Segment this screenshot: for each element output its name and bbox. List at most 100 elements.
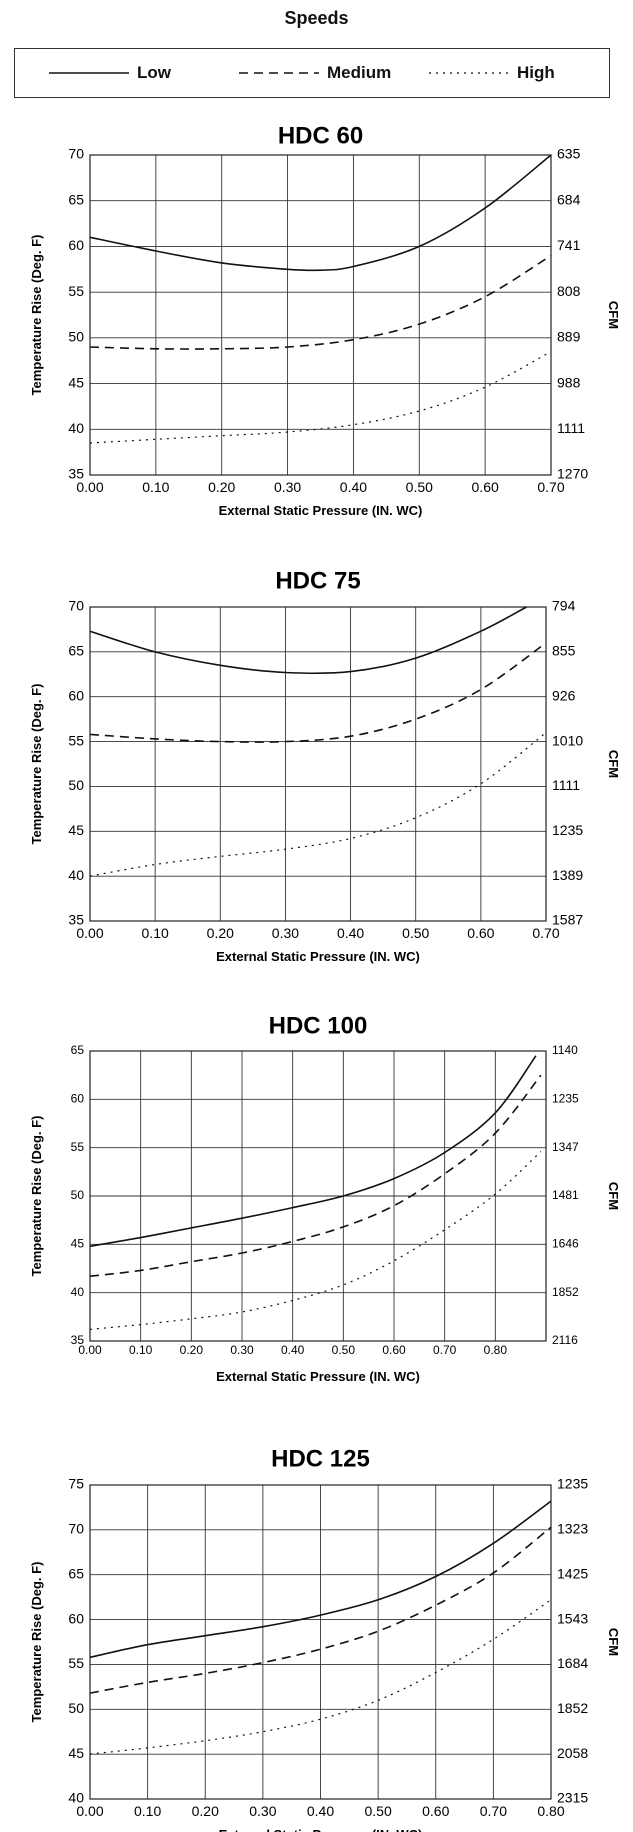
y-tick-label: 65 xyxy=(68,191,84,207)
legend: Low Medium High xyxy=(14,48,610,98)
x-tick-label: 0.50 xyxy=(406,479,433,495)
y-tick-label: 70 xyxy=(68,598,84,614)
x-tick-label: 0.30 xyxy=(230,1343,254,1357)
cfm-axis-label: CFM xyxy=(606,1182,621,1210)
plot-frame xyxy=(89,1484,552,1800)
x-tick-label: 0.10 xyxy=(142,925,169,941)
series-line-low xyxy=(89,1500,552,1659)
cfm-tick-label: 1235 xyxy=(552,822,583,838)
x-tick-label: 0.70 xyxy=(537,479,564,495)
cfm-tick-label: 855 xyxy=(552,643,576,659)
cfm-tick-label: 1425 xyxy=(557,1565,588,1581)
cfm-tick-label: 1270 xyxy=(557,466,588,482)
y-tick-label: 45 xyxy=(71,1237,85,1251)
x-axis-label: External Static Pressure (IN. WC) xyxy=(219,503,423,518)
chart-4: HDC 125 40 45 50 55 60 65 70 75 2315 2058 1852 1684 1… xyxy=(29,1445,621,1832)
y-tick-label: 45 xyxy=(68,374,84,390)
series-line-high xyxy=(89,1151,542,1330)
x-axis-label: External Static Pressure (IN. WC) xyxy=(219,1827,423,1832)
y-tick-label: 50 xyxy=(68,1700,84,1716)
y-tick-label: 65 xyxy=(68,1565,84,1581)
cfm-tick-label: 1235 xyxy=(557,1476,588,1492)
cfm-tick-label: 684 xyxy=(557,191,581,207)
cfm-tick-label: 635 xyxy=(557,146,581,162)
cfm-tick-label: 1323 xyxy=(557,1521,588,1537)
cfm-tick-label: 1646 xyxy=(552,1237,579,1251)
legend-label-high: High xyxy=(517,63,555,82)
x-tick-label: 0.00 xyxy=(78,1343,102,1357)
y-axis-label: Temperature Rise (Deg. F) xyxy=(29,235,44,396)
series-line-low xyxy=(89,154,552,272)
x-tick-label: 0.70 xyxy=(433,1343,457,1357)
x-tick-label: 0.00 xyxy=(76,479,103,495)
x-tick-label: 0.20 xyxy=(208,479,235,495)
cfm-tick-label: 988 xyxy=(557,374,581,390)
y-tick-label: 55 xyxy=(71,1140,85,1154)
cfm-tick-label: 1852 xyxy=(557,1700,588,1716)
cfm-axis-label: CFM xyxy=(606,1628,621,1656)
cfm-tick-label: 1111 xyxy=(557,420,585,436)
chart-title: HDC 100 xyxy=(269,1012,368,1039)
y-tick-label: 45 xyxy=(68,822,84,838)
cfm-tick-label: 1543 xyxy=(557,1610,588,1626)
y-tick-label: 45 xyxy=(68,1745,84,1761)
cfm-tick-label: 1140 xyxy=(552,1043,578,1057)
chart-title: HDC 60 xyxy=(278,122,363,149)
x-tick-label: 0.30 xyxy=(249,1803,276,1819)
cfm-tick-label: 2058 xyxy=(557,1745,588,1761)
x-tick-label: 0.10 xyxy=(142,479,169,495)
y-tick-label: 70 xyxy=(68,146,84,162)
series-line-medium xyxy=(89,1526,552,1694)
legend-item-low: Low xyxy=(49,49,171,97)
legend-label-medium: Medium xyxy=(327,63,392,82)
y-tick-label: 60 xyxy=(68,687,84,703)
legend-swatch-medium xyxy=(239,72,319,74)
cfm-tick-label: 889 xyxy=(557,329,581,345)
plot-frame xyxy=(89,1050,547,1342)
y-tick-label: 70 xyxy=(68,1521,84,1537)
x-axis-label: External Static Pressure (IN. WC) xyxy=(216,949,420,964)
chart-2: HDC 75 35 40 45 50 55 60 65 70 1587 1389 1235 1111 10… xyxy=(29,567,621,964)
x-tick-label: 0.50 xyxy=(365,1803,392,1819)
chart-title: HDC 125 xyxy=(271,1445,370,1472)
legend-title: Speeds xyxy=(284,8,349,28)
cfm-tick-label: 1587 xyxy=(552,912,583,928)
series-line-high xyxy=(89,732,547,877)
series-line-low xyxy=(89,1055,537,1248)
cfm-tick-label: 1389 xyxy=(552,867,583,883)
cfm-tick-label: 794 xyxy=(552,598,576,614)
x-tick-label: 0.50 xyxy=(402,925,429,941)
x-tick-label: 0.60 xyxy=(472,479,499,495)
x-tick-label: 0.80 xyxy=(484,1343,508,1357)
x-tick-label: 0.40 xyxy=(340,479,367,495)
x-tick-label: 0.70 xyxy=(532,925,559,941)
y-tick-label: 65 xyxy=(71,1043,85,1057)
y-tick-label: 65 xyxy=(68,643,84,659)
cfm-axis-label: CFM xyxy=(606,750,621,778)
y-tick-label: 50 xyxy=(68,329,84,345)
x-tick-label: 0.70 xyxy=(480,1803,507,1819)
cfm-tick-label: 741 xyxy=(557,237,581,253)
cfm-tick-label: 2315 xyxy=(557,1790,588,1806)
legend-item-high: High xyxy=(429,49,555,97)
x-tick-label: 0.10 xyxy=(129,1343,153,1357)
plot-frame xyxy=(89,606,547,922)
legend-swatch-low xyxy=(49,72,129,74)
y-tick-label: 40 xyxy=(68,1790,84,1806)
x-tick-label: 0.10 xyxy=(134,1803,161,1819)
cfm-tick-label: 1010 xyxy=(552,732,583,748)
y-axis-label: Temperature Rise (Deg. F) xyxy=(29,1116,44,1277)
y-tick-label: 40 xyxy=(68,867,84,883)
y-tick-label: 55 xyxy=(68,1655,84,1671)
x-tick-label: 0.30 xyxy=(272,925,299,941)
cfm-axis-label: CFM xyxy=(606,301,621,329)
y-tick-label: 60 xyxy=(68,237,84,253)
chart-3: HDC 100 35 40 45 50 55 60 65 2116 1852 1646 1481 134… xyxy=(29,1012,621,1384)
y-tick-label: 50 xyxy=(71,1188,85,1202)
y-tick-label: 35 xyxy=(68,466,84,482)
y-axis-label: Temperature Rise (Deg. F) xyxy=(29,1562,44,1723)
x-tick-label: 0.20 xyxy=(180,1343,204,1357)
x-tick-label: 0.80 xyxy=(537,1803,564,1819)
series-line-low xyxy=(89,606,527,675)
